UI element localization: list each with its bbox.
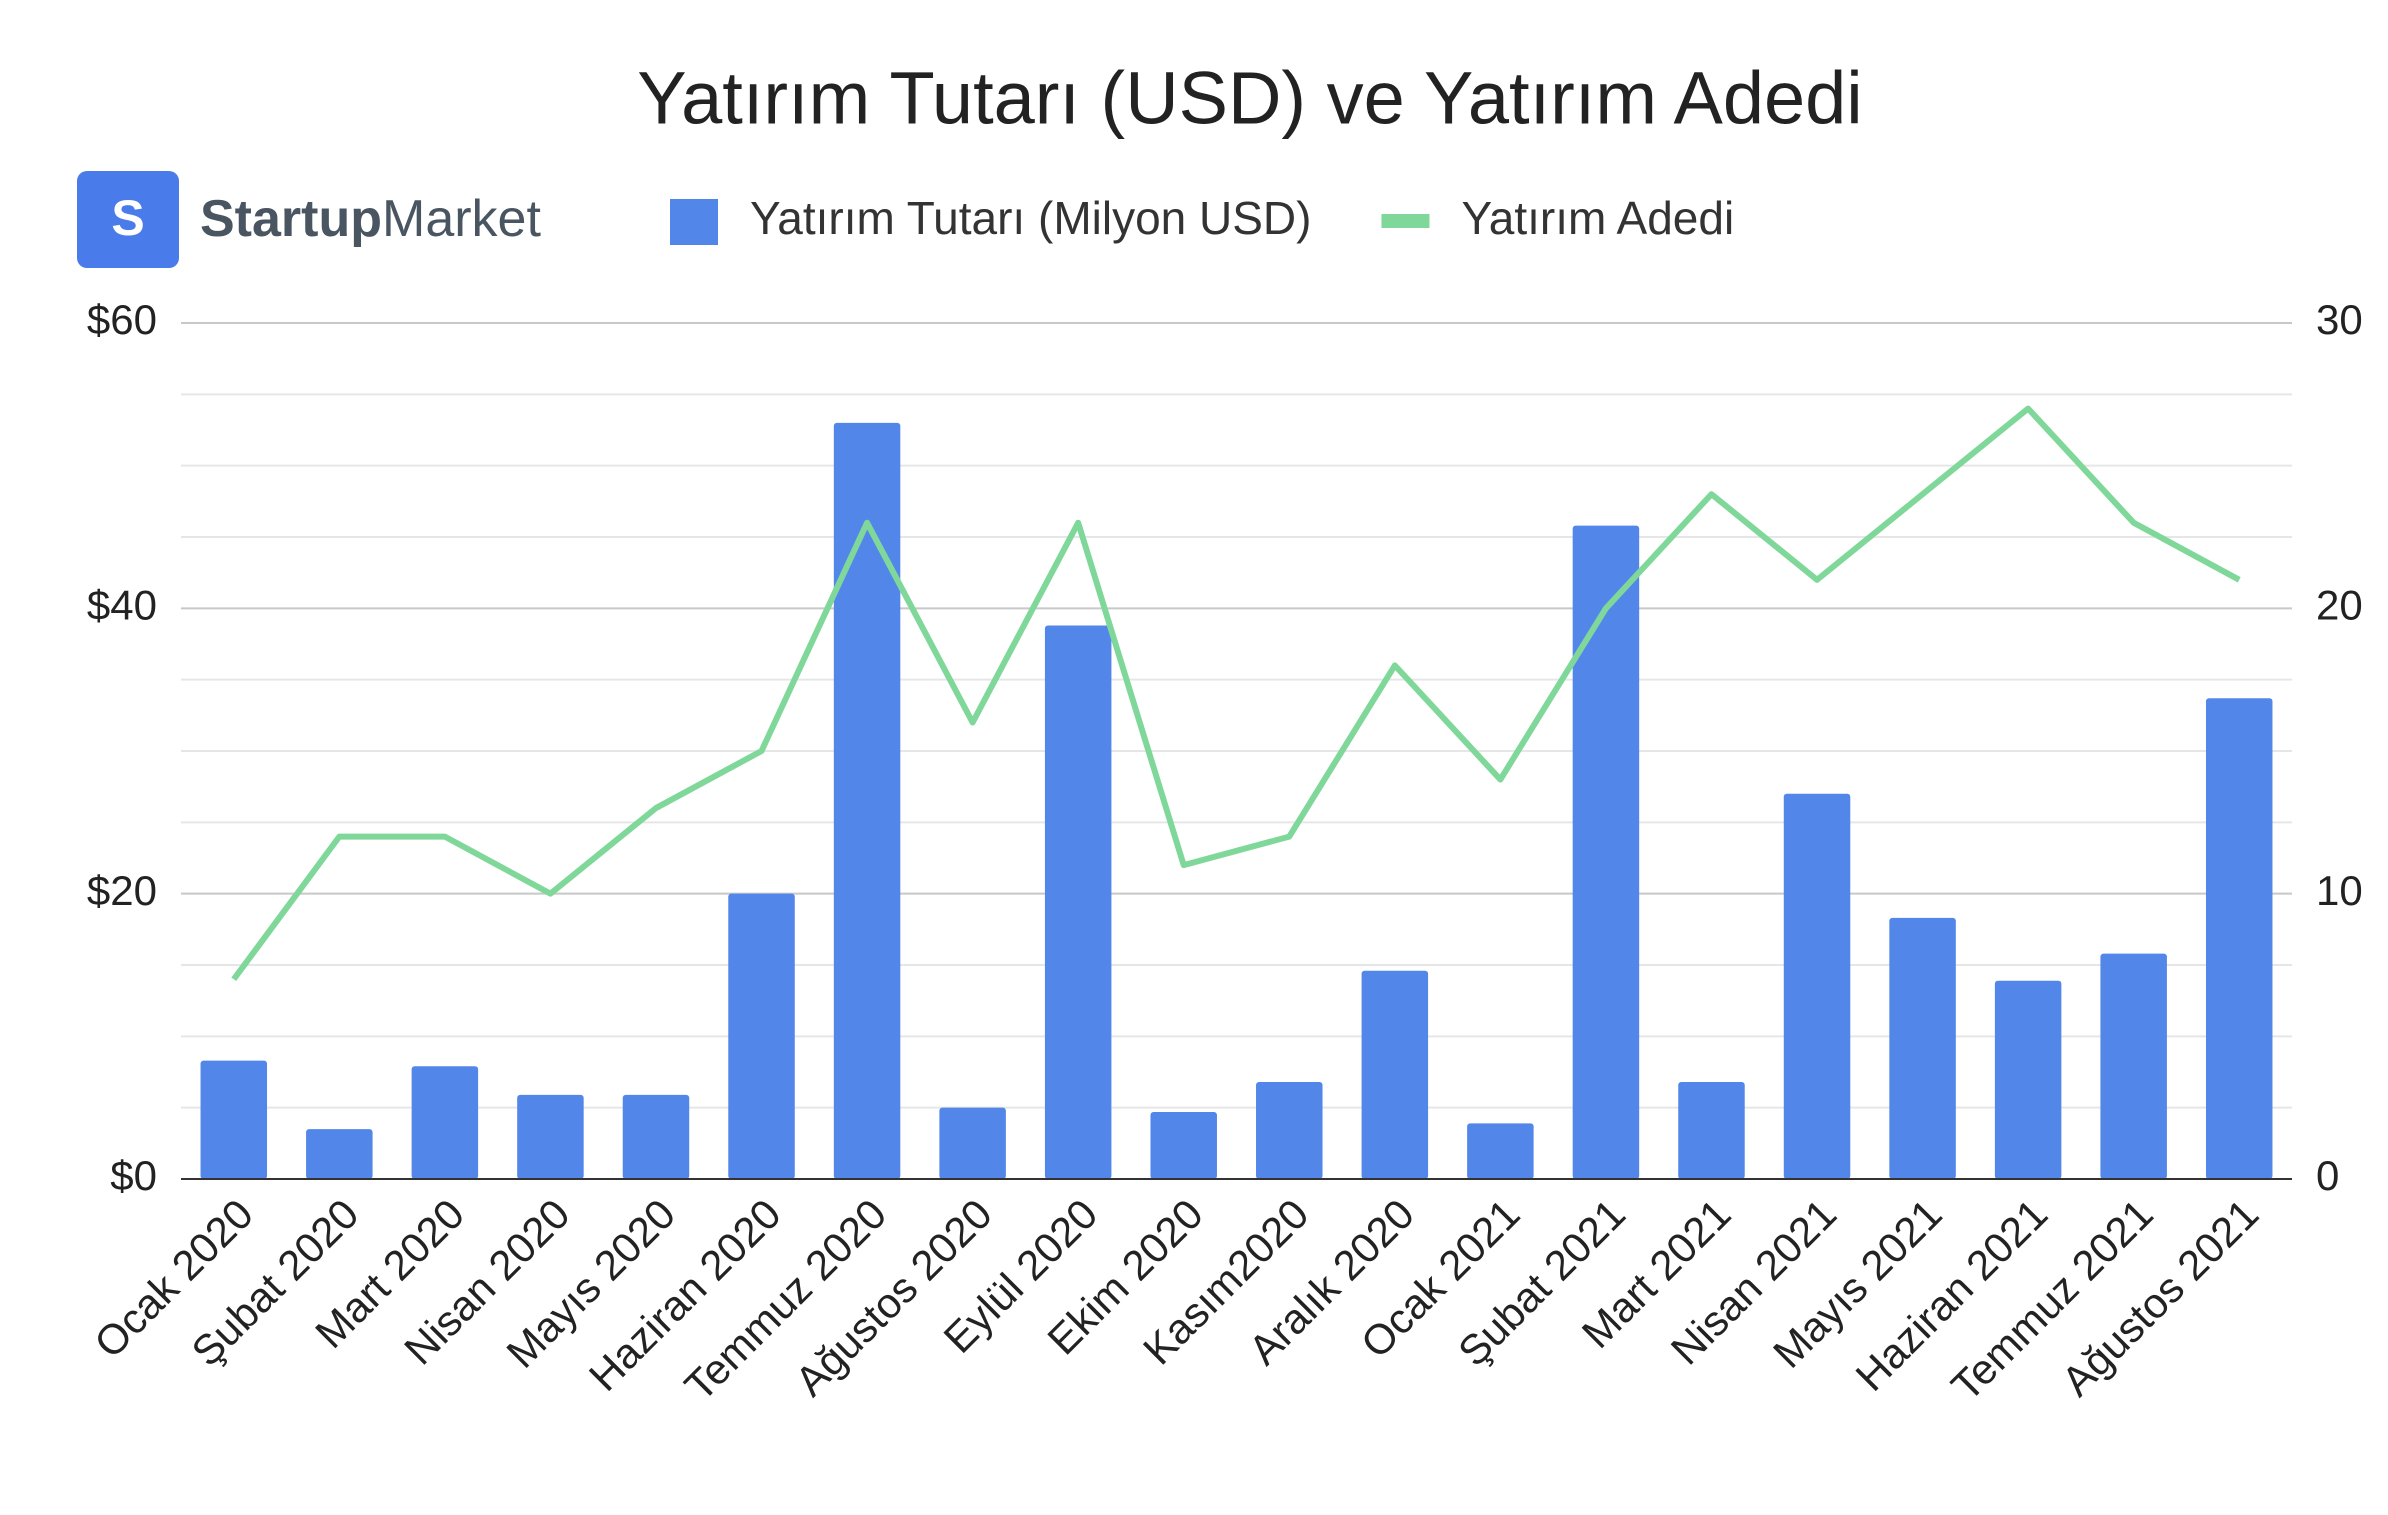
y-tick-label: $20 [87,867,157,914]
bar [1994,980,2062,1179]
bar [1572,525,1640,1179]
bar [1467,1123,1534,1179]
bar [939,1107,1006,1179]
y-tick-label: $0 [110,1152,157,1199]
y2-tick-label: 10 [2316,867,2363,914]
legend-label: Yatırım Adedi [1461,192,1734,244]
bar [517,1094,584,1179]
y-tick-label: $40 [87,581,157,628]
bar [200,1060,268,1179]
bar [1150,1111,1217,1179]
bar [1044,625,1112,1179]
bar [1783,793,1851,1179]
bar [728,893,795,1179]
bar [306,1129,373,1179]
bar [2205,698,2273,1179]
bar [622,1094,690,1179]
bar [1889,917,1956,1179]
line [231,405,2241,982]
y2-tick-label: 0 [2316,1152,2339,1199]
legend-label: Yatırım Tutarı (Milyon USD) [750,192,1311,244]
bar [2100,953,2167,1179]
logo-text: StartupMarket [200,190,541,248]
y2-tick-label: 30 [2316,296,2363,343]
logo-regular: Market [382,190,541,248]
legend-swatch [670,199,718,245]
bar [1678,1081,1745,1179]
y-tick-label: $60 [87,296,157,343]
bar [1256,1081,1323,1179]
logo-bold: Startup [200,190,382,248]
logo-box [77,171,179,268]
y2-tick-label: 20 [2316,581,2363,628]
legend-swatch [1381,214,1430,228]
bar [833,422,901,1179]
chart-title: Yatırım Tutarı (USD) ve Yatırım Adedi [637,57,1862,140]
bar [411,1066,479,1179]
logo-letter: S [111,190,144,246]
bar [1361,970,1429,1179]
